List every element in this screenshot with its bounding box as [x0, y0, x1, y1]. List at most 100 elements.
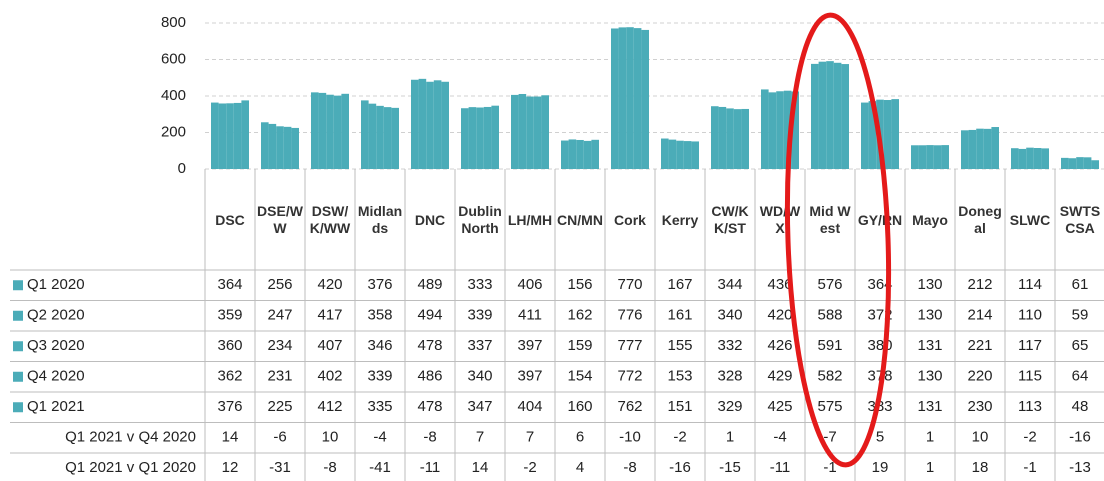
table-cell: 588 [817, 307, 842, 324]
category-header: DNC [415, 212, 445, 228]
bar [511, 94, 519, 169]
table-cell: 7 [476, 429, 484, 446]
row-label: Q4 2020 [27, 368, 85, 385]
table-cell: 212 [967, 276, 992, 293]
table-cell: 114 [1018, 276, 1042, 293]
table-cell: 339 [367, 368, 392, 385]
table-cell: 346 [367, 337, 392, 354]
table-cell: 61 [1072, 276, 1089, 293]
table-cell: 113 [1018, 398, 1042, 415]
table-cell: 420 [317, 276, 342, 293]
bar [541, 95, 549, 169]
table-cell: -1 [823, 459, 836, 476]
category-header: GY/RN [858, 212, 902, 228]
table-cell: 404 [517, 398, 542, 415]
table-cell: 117 [1018, 337, 1042, 354]
legend-swatch [13, 371, 23, 382]
table-cell: 762 [617, 398, 642, 415]
table-cell: 489 [417, 276, 442, 293]
category-header: Mayo [912, 212, 948, 228]
table-cell: 159 [567, 337, 592, 354]
table-cell: 154 [567, 368, 592, 385]
table-cell: 19 [872, 459, 889, 476]
table-cell: 130 [917, 276, 942, 293]
bar [383, 107, 392, 169]
table-cell: 436 [767, 276, 792, 293]
bar [611, 28, 619, 169]
table-cell: -15 [719, 459, 741, 476]
x-tick-label: Dublin North [458, 203, 502, 236]
category-header: DSC [215, 211, 245, 228]
table-cell: 359 [217, 307, 242, 324]
bar [991, 127, 999, 169]
x-tick-label: DSC [215, 211, 245, 228]
table-cell: 364 [217, 276, 242, 293]
bar [241, 100, 249, 169]
table-cell: 1 [926, 459, 934, 476]
bar [283, 126, 292, 169]
bar [783, 90, 792, 169]
table-cell: 155 [667, 337, 692, 354]
bar [818, 61, 827, 169]
bar [276, 126, 284, 169]
bar [961, 130, 969, 169]
bar [411, 79, 419, 169]
bar [983, 128, 992, 169]
table-cell: 478 [417, 337, 442, 354]
bar [1033, 148, 1042, 169]
table-cell: 360 [217, 337, 242, 354]
table-cell: 478 [417, 398, 442, 415]
bar [626, 27, 634, 170]
bar [561, 140, 569, 169]
category-header: CN/MN [557, 211, 603, 228]
bar [311, 92, 319, 169]
table-cell: 1 [926, 429, 934, 446]
x-tick-label: Mid West [809, 203, 851, 236]
table-cell: 130 [917, 307, 942, 324]
table-cell: 426 [767, 337, 792, 354]
x-tick-label: CN/MN [557, 211, 603, 228]
table-cell: 328 [717, 368, 742, 385]
bar [418, 78, 427, 169]
bar [618, 27, 627, 169]
table-cell: 376 [217, 398, 242, 415]
table-cell: -2 [1023, 429, 1036, 446]
table-cell: 256 [267, 276, 292, 293]
row-label: Q1 2021 v Q4 2020 [65, 429, 196, 446]
row-label: Q1 2021 v Q1 2020 [65, 459, 196, 476]
table-cell: 344 [717, 276, 742, 293]
bar [568, 139, 577, 169]
row-label: Q2 2020 [27, 307, 85, 324]
category-header: Kerry [662, 212, 699, 228]
category-header: SLWC [1010, 212, 1050, 228]
table-cell: 407 [317, 337, 342, 354]
bar [1091, 160, 1099, 169]
category-header: DSE/WW [257, 203, 303, 236]
bar [976, 128, 984, 169]
table-cell: 221 [967, 337, 992, 354]
table-cell: -13 [1069, 459, 1091, 476]
table-cell: 234 [267, 337, 292, 354]
table-cell: 14 [222, 429, 239, 446]
table-cell: 335 [367, 398, 392, 415]
table-cell: 1 [726, 429, 734, 446]
table-cell: 110 [1018, 307, 1042, 324]
bar [483, 106, 492, 169]
bar [1018, 148, 1027, 169]
table-cell: 4 [576, 459, 584, 476]
table-cell: 358 [367, 307, 392, 324]
bar [218, 103, 227, 169]
table-cell: -31 [269, 459, 291, 476]
table-cell: 48 [1072, 398, 1089, 415]
y-tick-label: 400 [161, 87, 186, 104]
table-cell: 230 [967, 398, 992, 415]
bar [741, 108, 749, 169]
table-cell: 115 [1018, 368, 1042, 385]
bar [911, 145, 919, 169]
category-header: SWTS CSA [1060, 203, 1100, 236]
bar [226, 103, 234, 169]
bar [461, 108, 469, 169]
x-tick-label: Cork [614, 211, 646, 228]
table-cell: 337 [467, 337, 492, 354]
